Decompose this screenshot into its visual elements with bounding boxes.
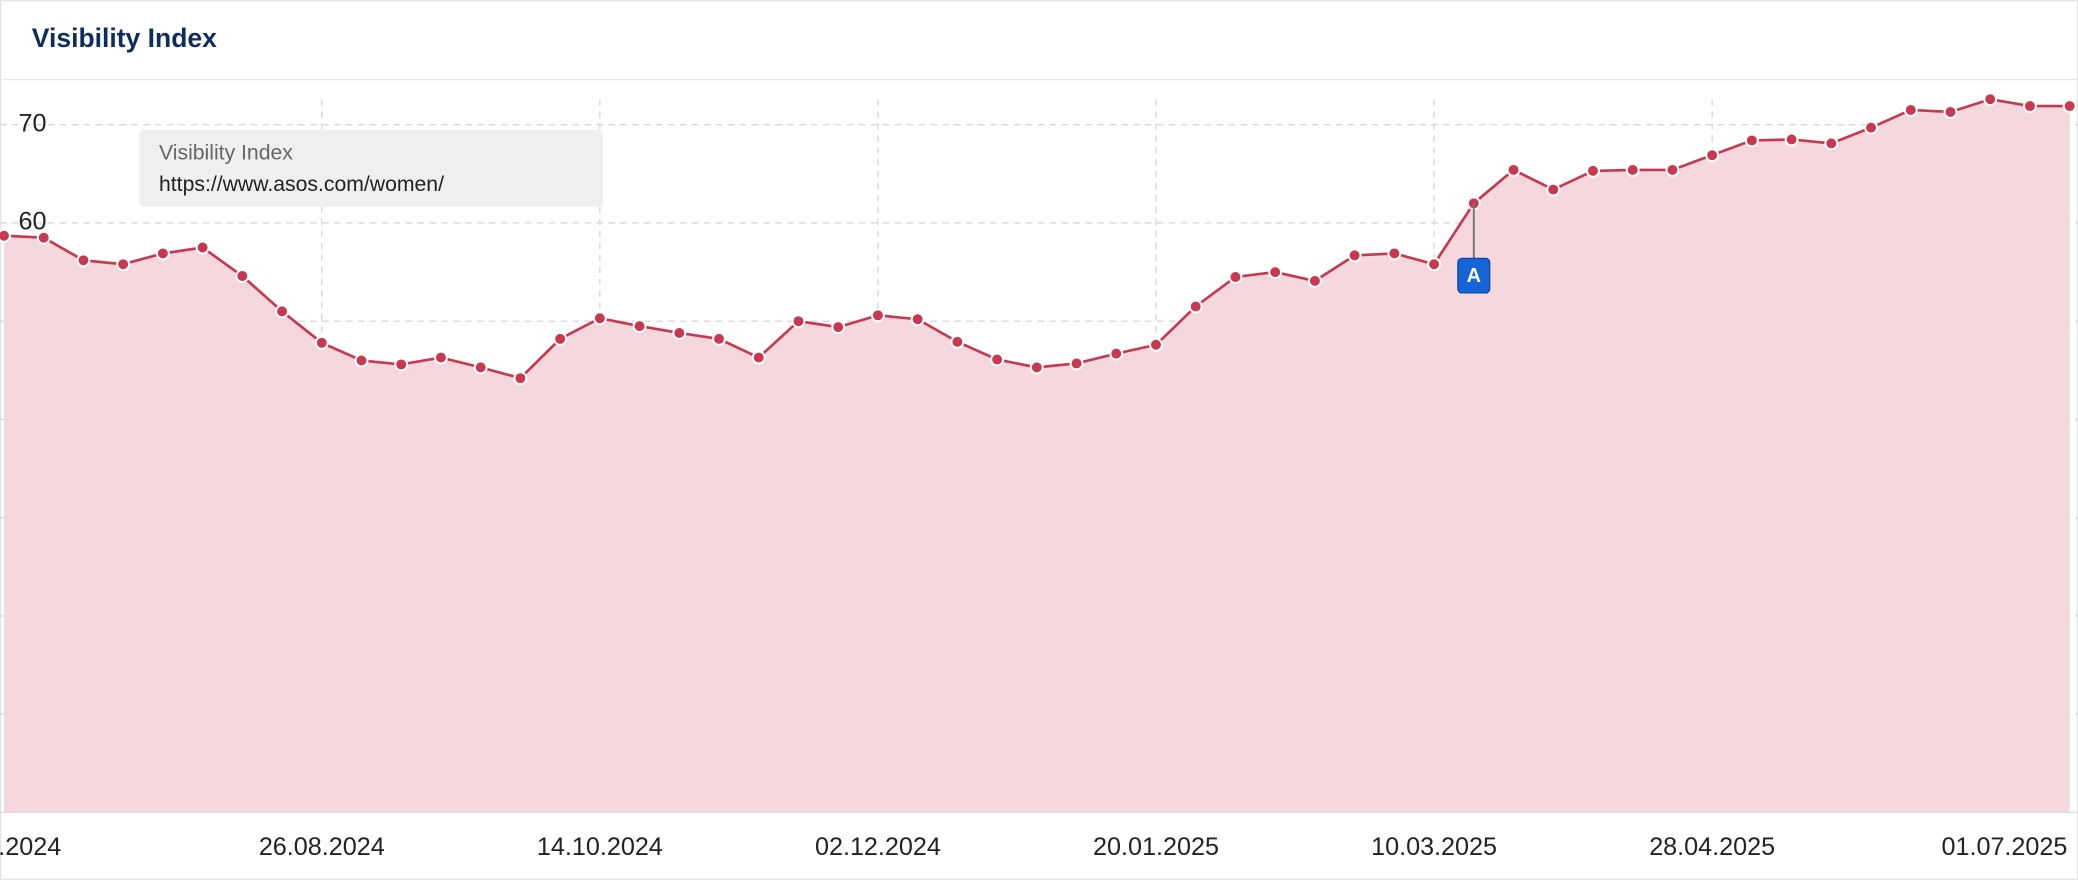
y-tick-label: 60 — [19, 208, 47, 236]
point — [1268, 265, 1283, 280]
point — [473, 360, 488, 375]
point — [1188, 299, 1203, 314]
legend-box — [139, 129, 603, 207]
point — [1943, 104, 1958, 119]
point — [2062, 99, 2077, 114]
point — [592, 311, 607, 326]
x-tick-label: 10.03.2025 — [1371, 833, 1497, 861]
annotation-label: A — [1467, 265, 1481, 287]
x-tick-label: 30.06.2024 — [0, 833, 61, 861]
point — [116, 257, 131, 272]
point — [1784, 132, 1799, 147]
point — [1228, 270, 1243, 284]
point — [1665, 162, 1680, 177]
x-tick-label: 01.07.2025 — [1941, 833, 2067, 861]
point — [990, 352, 1005, 367]
point — [1387, 246, 1402, 261]
point — [831, 320, 846, 335]
point — [1506, 162, 1521, 177]
x-tick-label: 26.08.2024 — [259, 833, 385, 861]
point — [195, 240, 210, 255]
point — [0, 228, 11, 243]
point — [1586, 163, 1600, 178]
area — [3, 99, 2070, 813]
point — [1109, 346, 1124, 361]
point — [1705, 148, 1720, 163]
point — [433, 350, 448, 365]
point — [354, 353, 369, 368]
legend-title: Visibility Index — [159, 141, 293, 164]
point — [870, 308, 885, 323]
point — [1824, 136, 1839, 151]
point — [36, 230, 51, 245]
point — [791, 314, 806, 329]
point — [1864, 120, 1879, 135]
point — [632, 319, 647, 334]
point — [1546, 182, 1561, 197]
annotation-marker — [1457, 257, 1491, 294]
x-tick-label: 14.10.2024 — [537, 833, 663, 861]
point — [910, 312, 925, 327]
point — [950, 334, 965, 349]
x-tick-label: 20.01.2025 — [1093, 833, 1219, 861]
point — [2022, 99, 2037, 114]
point — [394, 357, 409, 372]
x-tick-label: 02.12.2024 — [815, 833, 941, 861]
point — [751, 350, 766, 365]
header-title: Visibility Index — [32, 23, 217, 53]
point — [513, 371, 528, 386]
point — [235, 269, 250, 283]
point — [1069, 356, 1084, 371]
point — [314, 335, 329, 350]
point — [672, 326, 687, 340]
point — [712, 331, 726, 346]
point — [1625, 162, 1640, 177]
point — [1744, 133, 1759, 148]
legend-entry: https://www.asos.com/women/ — [159, 173, 444, 196]
x-tick-label: 28.04.2025 — [1649, 833, 1775, 861]
point — [155, 246, 170, 261]
point — [1307, 273, 1322, 288]
point — [1983, 92, 1998, 107]
point — [1427, 257, 1442, 272]
point — [1029, 360, 1044, 375]
y-tick-label: 70 — [19, 109, 47, 137]
point — [1149, 337, 1163, 352]
point — [553, 331, 568, 346]
point — [76, 253, 91, 268]
point — [275, 304, 290, 319]
point — [1903, 103, 1918, 117]
point — [1347, 248, 1362, 263]
